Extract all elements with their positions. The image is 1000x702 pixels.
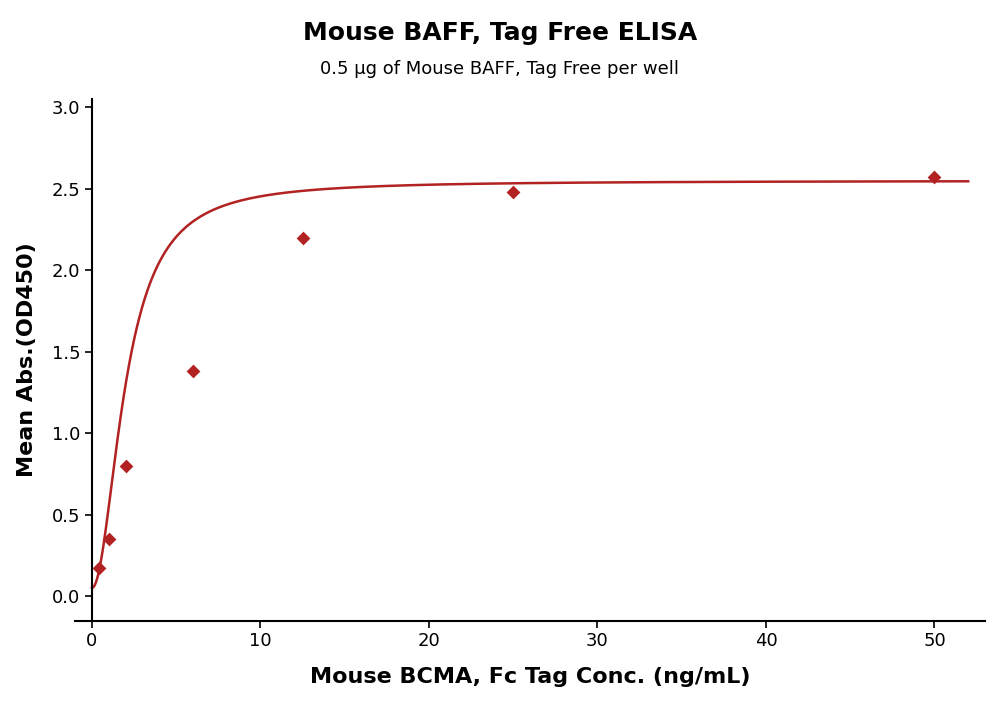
X-axis label: Mouse BCMA, Fc Tag Conc. (ng/mL): Mouse BCMA, Fc Tag Conc. (ng/mL) bbox=[310, 667, 750, 687]
Text: 0.5 μg of Mouse BAFF, Tag Free per well: 0.5 μg of Mouse BAFF, Tag Free per well bbox=[320, 60, 680, 78]
Text: Mouse BAFF, Tag Free ELISA: Mouse BAFF, Tag Free ELISA bbox=[303, 21, 697, 45]
Point bbox=[101, 534, 117, 545]
Point bbox=[118, 460, 134, 471]
Point bbox=[185, 366, 201, 377]
Y-axis label: Mean Abs.(OD450): Mean Abs.(OD450) bbox=[17, 242, 37, 477]
Point bbox=[505, 187, 521, 198]
Point bbox=[295, 232, 311, 244]
Point bbox=[91, 563, 107, 574]
Point bbox=[926, 172, 942, 183]
